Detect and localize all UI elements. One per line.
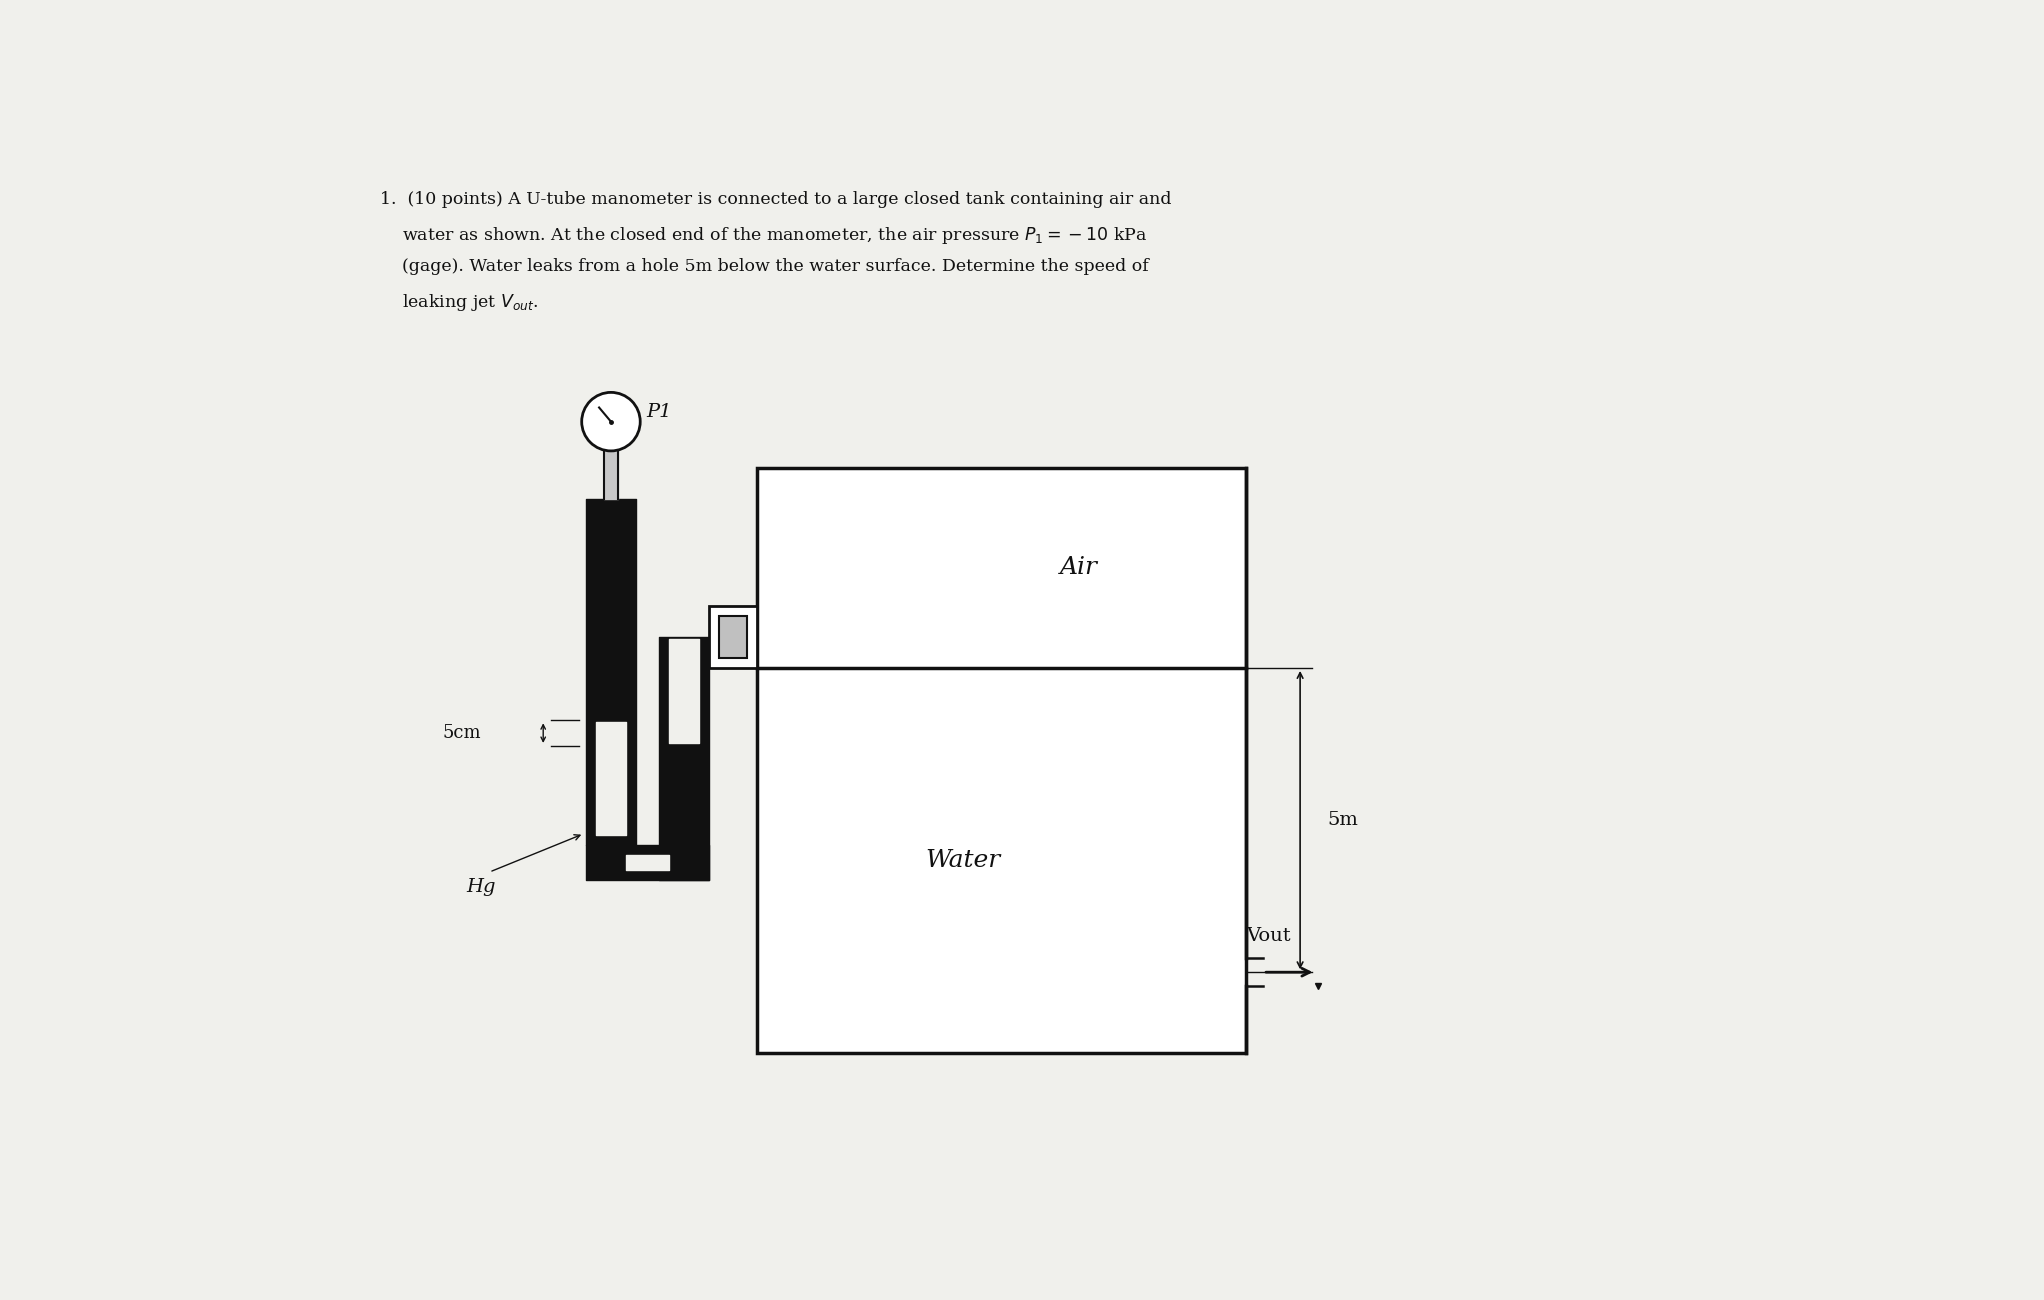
Bar [756, 468, 1247, 1053]
Text: Vout: Vout [1247, 927, 1292, 945]
Text: water as shown. At the closed end of the manometer, the air pressure $P_1 = -10$: water as shown. At the closed end of the… [380, 225, 1147, 246]
Text: 5m: 5m [1327, 811, 1357, 829]
Bar [719, 616, 748, 658]
Text: (gage). Water leaks from a hole 5m below the water surface. Determine the speed : (gage). Water leaks from a hole 5m below… [380, 259, 1149, 276]
Text: 1.  (10 points) A U-tube manometer is connected to a large closed tank containin: 1. (10 points) A U-tube manometer is con… [380, 191, 1171, 208]
Bar [709, 606, 756, 668]
Text: Water: Water [926, 849, 1002, 872]
Text: P1: P1 [646, 403, 672, 421]
Text: Hg: Hg [466, 879, 497, 897]
Text: Air: Air [1059, 556, 1098, 580]
Circle shape [583, 393, 640, 451]
Text: leaking jet $V_{out}$.: leaking jet $V_{out}$. [380, 292, 538, 313]
Text: 5cm: 5cm [444, 724, 482, 742]
